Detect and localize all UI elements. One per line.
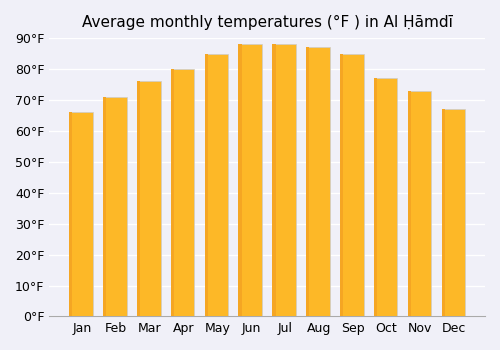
Bar bbox=[272, 44, 276, 316]
Bar bbox=[340, 54, 344, 316]
Bar bbox=[376, 78, 398, 316]
Bar bbox=[238, 44, 242, 316]
Bar bbox=[443, 109, 465, 316]
Bar bbox=[138, 82, 160, 316]
Bar bbox=[204, 54, 208, 316]
Bar bbox=[308, 47, 330, 316]
Bar bbox=[342, 54, 363, 316]
Bar bbox=[170, 69, 174, 316]
Bar bbox=[274, 44, 296, 316]
Bar bbox=[103, 97, 106, 316]
Bar bbox=[442, 109, 445, 316]
Bar bbox=[408, 91, 411, 316]
Bar bbox=[104, 97, 126, 316]
Bar bbox=[69, 112, 72, 316]
Bar bbox=[410, 91, 432, 316]
Bar bbox=[206, 54, 228, 316]
Bar bbox=[71, 112, 93, 316]
Bar bbox=[306, 47, 310, 316]
Bar bbox=[240, 44, 262, 316]
Bar bbox=[172, 69, 195, 316]
Title: Average monthly temperatures (°F ) in Al Ḥāmdī: Average monthly temperatures (°F ) in Al… bbox=[82, 15, 452, 30]
Bar bbox=[137, 82, 140, 316]
Bar bbox=[374, 78, 377, 316]
